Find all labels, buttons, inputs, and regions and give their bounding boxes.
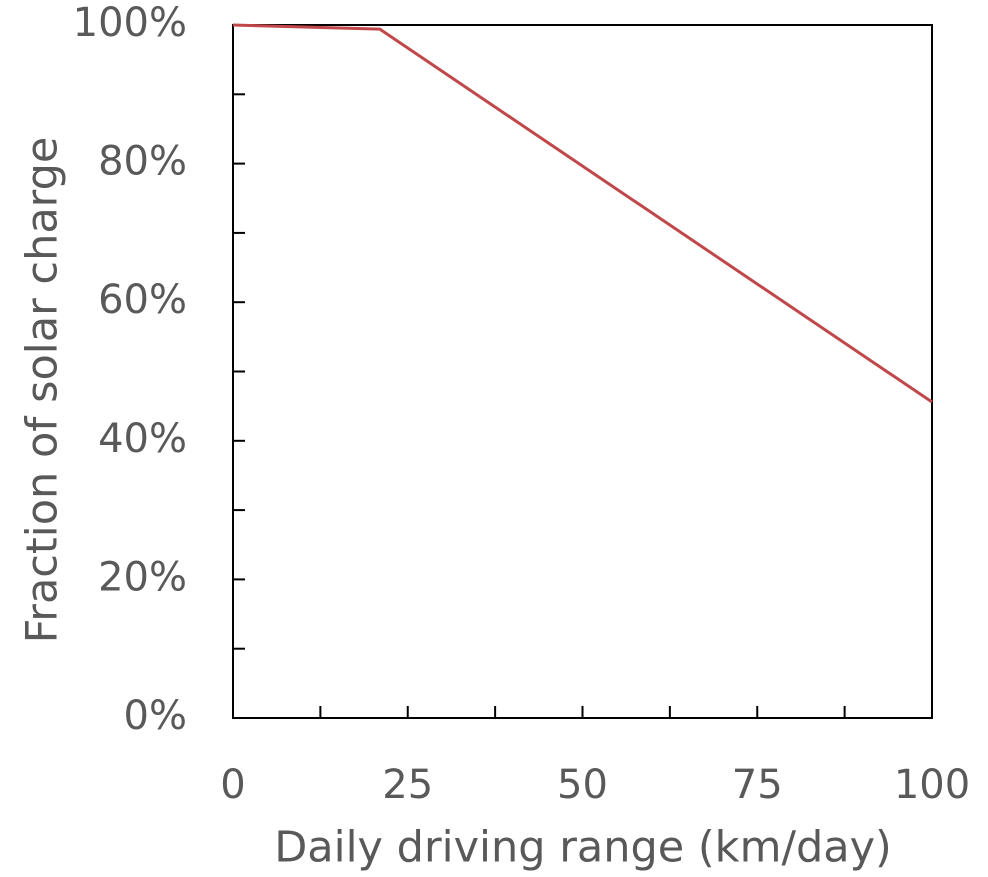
x-tick-label: 50	[557, 762, 608, 808]
y-tick-label: 80%	[98, 139, 187, 185]
plot-frame	[232, 24, 933, 719]
x-tick-label: 75	[732, 762, 783, 808]
data-line	[232, 23, 933, 404]
y-tick-label: 60%	[98, 277, 187, 323]
x-tick-label: 100	[894, 762, 970, 808]
x-axis-label: Daily driving range (km/day)	[274, 823, 892, 873]
x-tick-label: 25	[382, 762, 433, 808]
y-axis-label: Fraction of solar charge	[18, 137, 68, 644]
y-tick-label: 0%	[124, 693, 187, 739]
y-tick-label: 100%	[73, 0, 187, 46]
y-tick-label: 20%	[98, 554, 187, 600]
y-tick-label: 40%	[98, 416, 187, 462]
x-tick-label: 0	[220, 762, 245, 808]
